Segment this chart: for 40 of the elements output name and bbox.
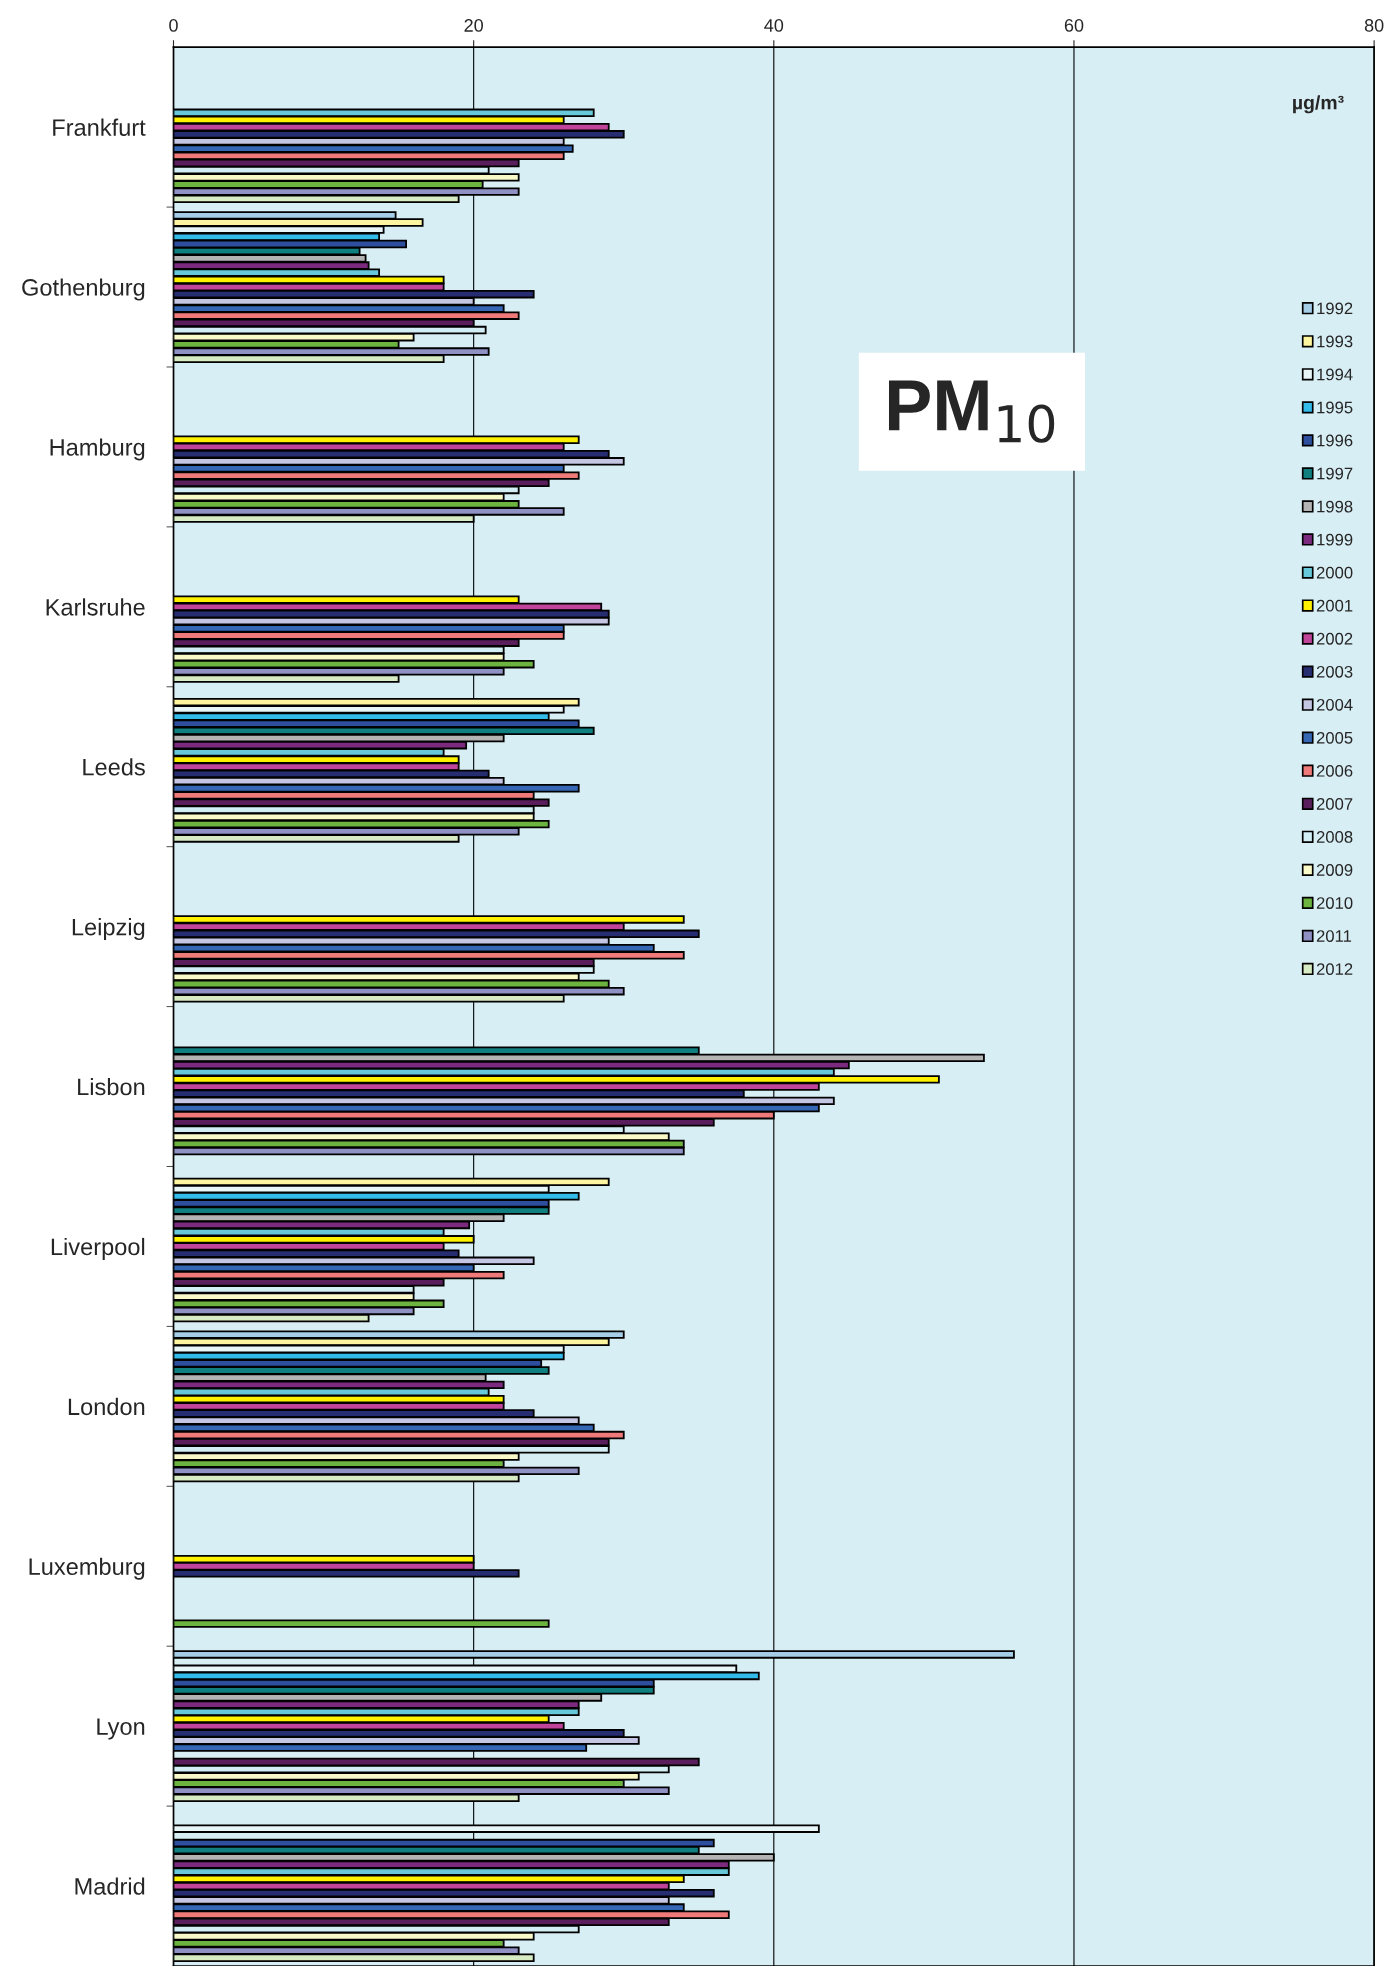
x-tick-label: 80 <box>1364 19 1384 32</box>
legend-label: 2005 <box>1316 731 1353 744</box>
x-tick-label: 40 <box>764 19 784 32</box>
legend-label: 1999 <box>1317 533 1353 546</box>
text: PM$_{10}$ <box>888 380 1055 443</box>
legend-label: 1995 <box>1317 401 1353 414</box>
legend-label: 2000 <box>1316 566 1353 579</box>
legend-label: 2011 <box>1316 930 1352 942</box>
legend-label: 2001 <box>1316 599 1353 612</box>
legend-label: 2010 <box>1316 897 1353 909</box>
legend-label: 2003 <box>1316 665 1353 678</box>
legend-label: 1996 <box>1317 434 1353 447</box>
y-tick-label: Madrid <box>75 1877 145 1895</box>
legend-label: 2009 <box>1316 864 1353 876</box>
legend-label: 1997 <box>1317 467 1353 480</box>
legend-label: 2006 <box>1316 764 1353 777</box>
x-tick-label: 20 <box>464 19 483 32</box>
y-tick-label: Lisbon <box>78 1077 145 1096</box>
x-tick-label: 60 <box>1064 19 1084 32</box>
y-tick-label: Frankfurt <box>53 118 146 136</box>
legend-label: 2002 <box>1316 632 1353 645</box>
legend-label: 2008 <box>1316 831 1353 843</box>
y-tick-label: Liverpool <box>51 1237 145 1260</box>
y-tick-label: Leeds <box>83 758 145 776</box>
y-tick-label: Lyon <box>97 1718 145 1740</box>
y-tick-label: Karlsruhe <box>46 598 145 616</box>
y-tick-label: Hamburg <box>50 438 145 461</box>
legend-label: 1993 <box>1317 335 1353 348</box>
y-tick-label: London <box>68 1397 145 1416</box>
legend-label: 2007 <box>1316 798 1353 810</box>
legend-label: 1992 <box>1317 302 1353 315</box>
legend-label: 1994 <box>1317 368 1353 381</box>
x-tick-label: 0 <box>169 19 178 32</box>
legend-label: 2012 <box>1316 963 1353 976</box>
annotation: µg/m³ <box>1293 95 1344 114</box>
legend-label: 1998 <box>1317 500 1353 513</box>
y-tick-label: Luxemburg <box>29 1557 145 1580</box>
y-tick-label: Leipzig <box>72 918 145 941</box>
legend-label: 2004 <box>1316 698 1353 711</box>
y-tick-label: Gothenburg <box>22 278 145 301</box>
